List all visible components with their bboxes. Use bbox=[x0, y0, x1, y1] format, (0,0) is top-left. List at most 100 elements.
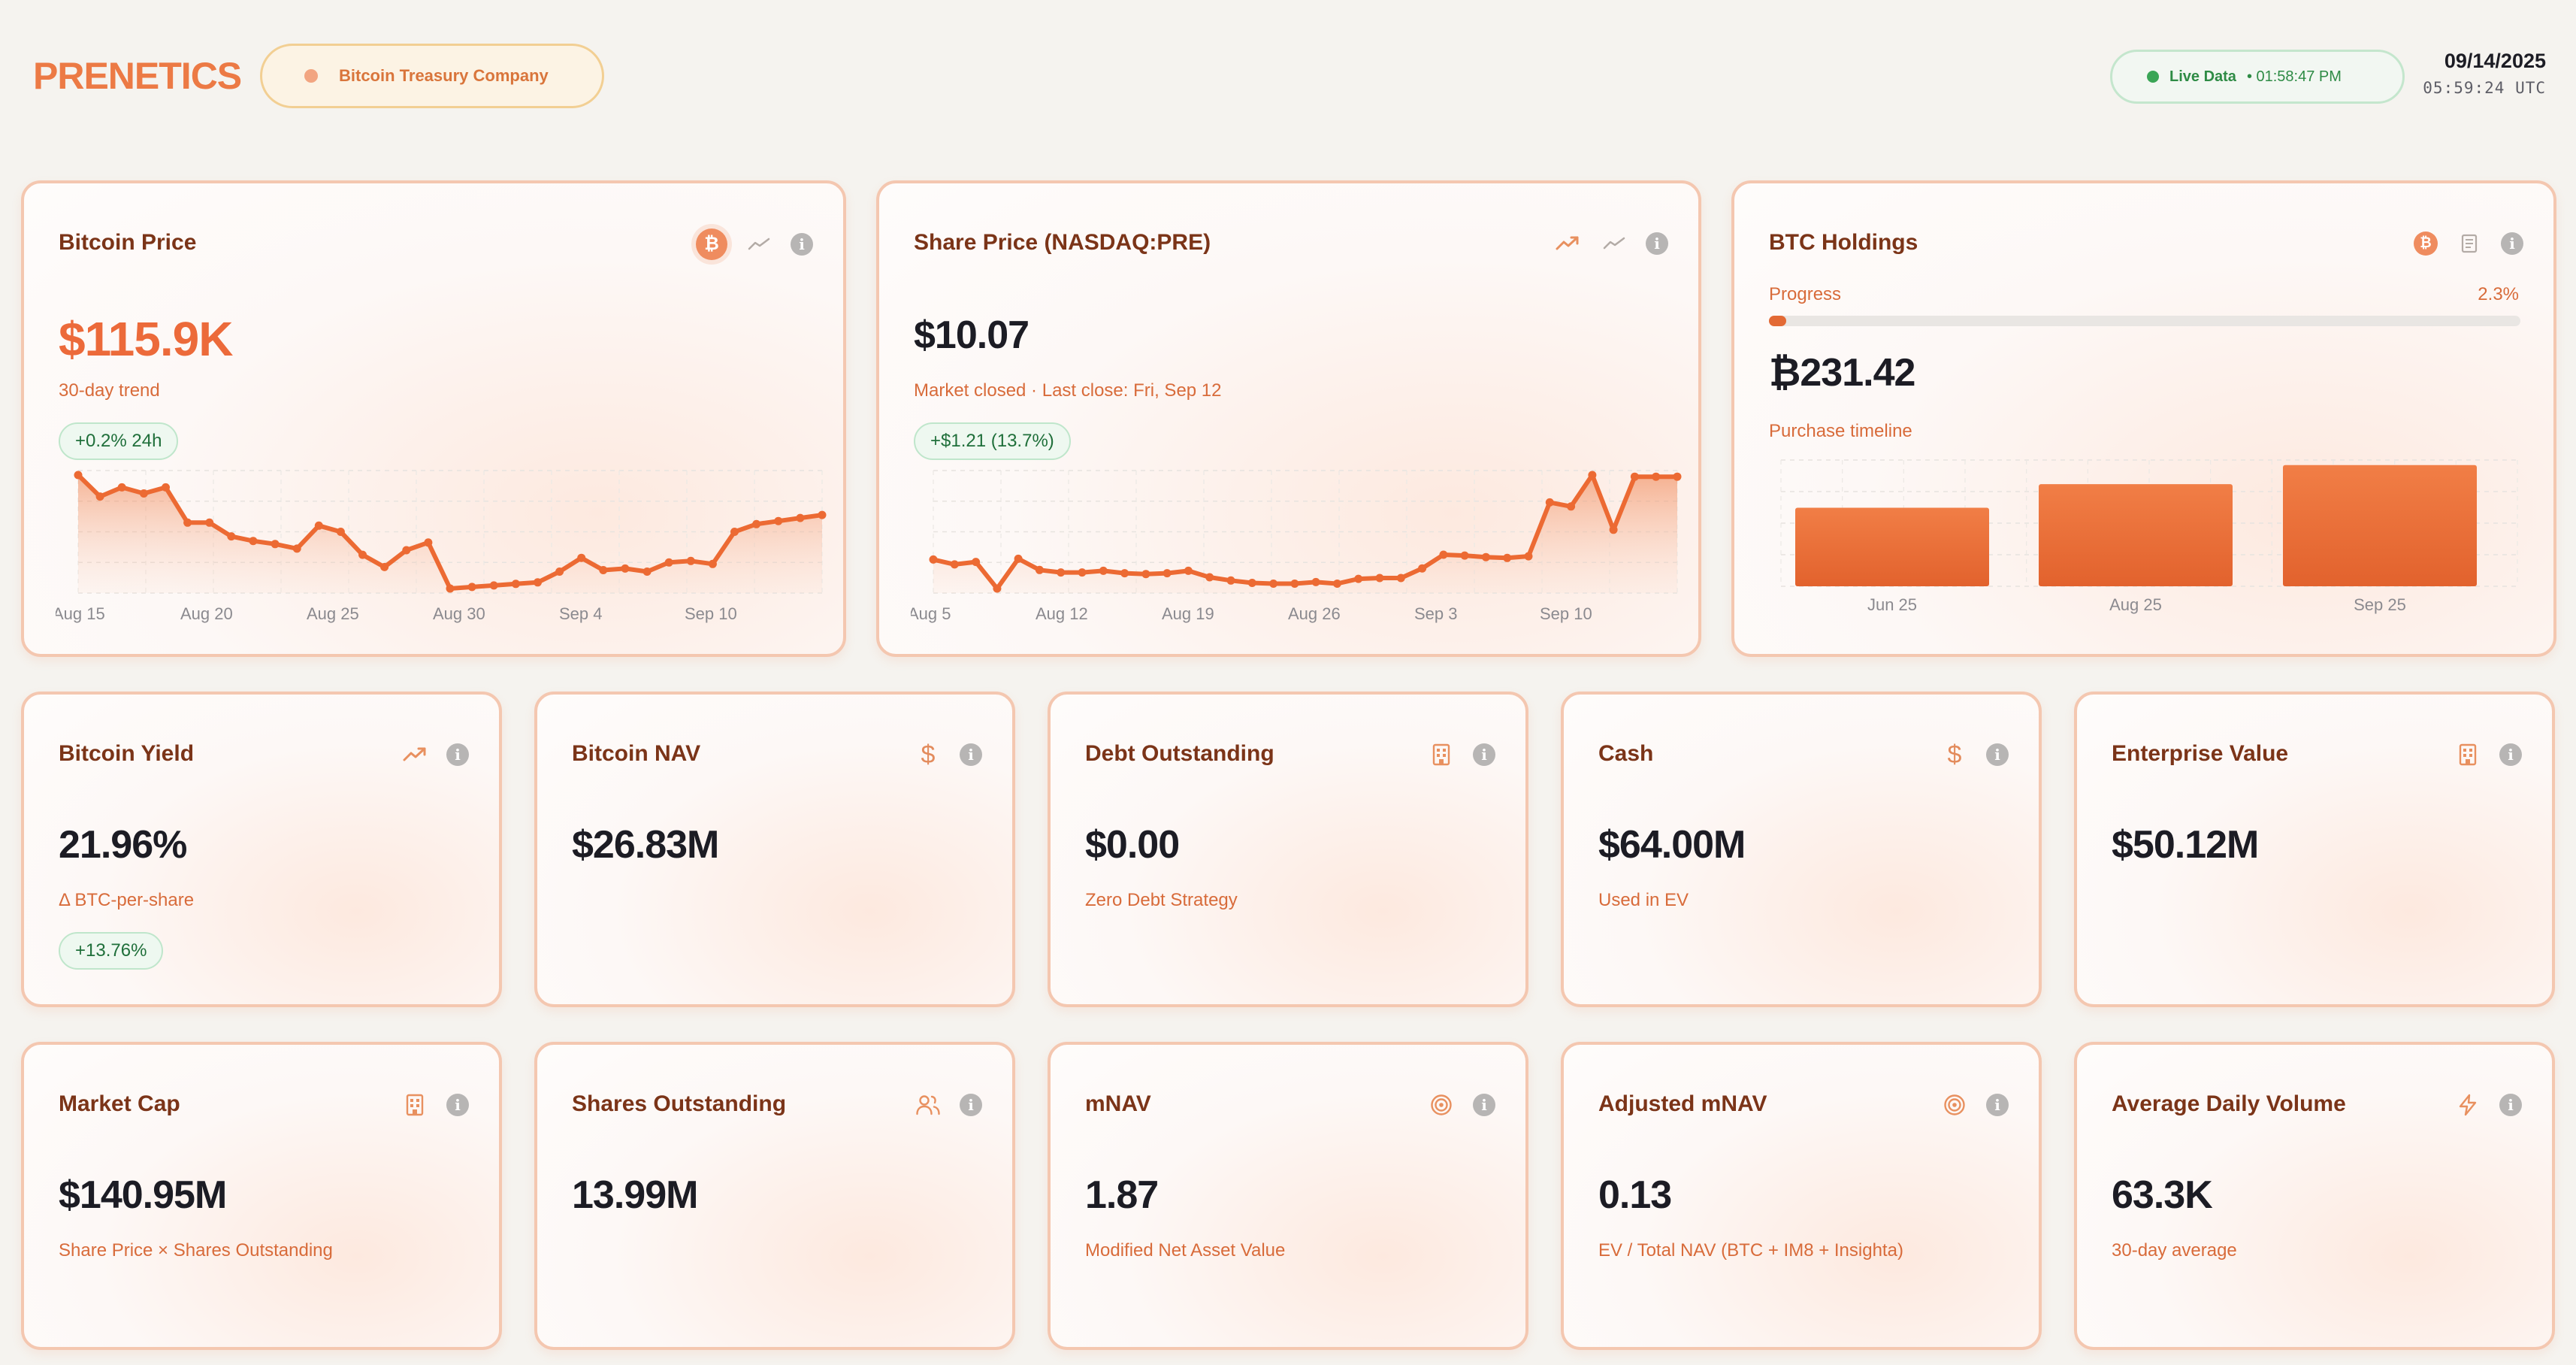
progress-label: Progress bbox=[1769, 284, 1842, 304]
status-dot-icon bbox=[304, 69, 318, 83]
data-point bbox=[708, 559, 717, 568]
info-icon[interactable]: i bbox=[960, 1094, 982, 1116]
data-point bbox=[183, 518, 192, 527]
info-icon[interactable]: i bbox=[2501, 232, 2523, 255]
info-icon[interactable]: i bbox=[960, 743, 982, 766]
datetime-display: 09/14/2025 05:59:24 UTC bbox=[2423, 50, 2546, 97]
data-point bbox=[1652, 472, 1661, 481]
bar bbox=[2039, 484, 2233, 586]
card-value: $115.9K bbox=[59, 312, 233, 366]
mnav-card[interactable]: mNAV i 1.87 Modified Net Asset Value bbox=[1048, 1042, 1528, 1350]
data-point bbox=[577, 553, 586, 562]
trending-up-icon bbox=[400, 740, 430, 770]
card-title: Adjusted mNAV bbox=[1598, 1091, 1767, 1116]
progress-bar bbox=[1769, 316, 2520, 326]
trend-line-icon[interactable] bbox=[1599, 229, 1629, 259]
info-icon[interactable]: i bbox=[1473, 743, 1495, 766]
current-time-utc: 05:59:24 UTC bbox=[2423, 79, 2546, 97]
data-point bbox=[1120, 569, 1129, 578]
average-daily-volume-card[interactable]: Average Daily Volume i 63.3K 30-day aver… bbox=[2074, 1042, 2555, 1350]
progress-fill bbox=[1769, 316, 1786, 326]
data-point bbox=[555, 567, 564, 576]
x-tick-label: Sep 10 bbox=[1540, 604, 1592, 623]
info-icon[interactable]: i bbox=[446, 1094, 469, 1116]
purchase-timeline-chart[interactable]: Jun 25 Aug 25 Sep 25 bbox=[1766, 454, 2532, 628]
info-icon[interactable]: i bbox=[446, 743, 469, 766]
info-icon[interactable]: i bbox=[1986, 1094, 2009, 1116]
card-subtitle: Modified Net Asset Value bbox=[1085, 1240, 1286, 1261]
data-point bbox=[621, 564, 630, 573]
bitcoin-price-chart[interactable]: Aug 15 Aug 20 Aug 25 Aug 30 Sep 4 Sep 10 bbox=[56, 462, 830, 628]
data-point bbox=[314, 521, 323, 530]
lightning-icon bbox=[2453, 1090, 2483, 1120]
share-price-chart[interactable]: Aug 5 Aug 12 Aug 19 Aug 26 Sep 3 Sep 10 bbox=[911, 462, 1685, 628]
target-icon bbox=[1426, 1090, 1456, 1120]
data-point bbox=[534, 578, 542, 587]
debt-outstanding-card[interactable]: Debt Outstanding i $0.00 Zero Debt Strat… bbox=[1048, 692, 1528, 1007]
bitcoin-nav-card[interactable]: Bitcoin NAV $ i $26.83M bbox=[534, 692, 1015, 1007]
market-cap-card[interactable]: Market Cap i $140.95M Share Price × Shar… bbox=[21, 1042, 502, 1350]
building-icon bbox=[2453, 740, 2483, 770]
data-point bbox=[796, 513, 805, 522]
card-value: $26.83M bbox=[572, 823, 719, 867]
card-title: Market Cap bbox=[59, 1091, 180, 1116]
live-dot-icon bbox=[2147, 71, 2159, 83]
card-value: $50.12M bbox=[2112, 823, 2259, 867]
cash-card[interactable]: Cash $ i $64.00M Used in EV bbox=[1561, 692, 2042, 1007]
building-icon bbox=[400, 1090, 430, 1120]
change-badge: +$1.21 (13.7%) bbox=[914, 422, 1071, 460]
data-point bbox=[1460, 551, 1469, 560]
bitcoin-icon: ₿ bbox=[696, 229, 727, 260]
live-data-time: • 01:58:47 PM bbox=[2246, 68, 2342, 85]
card-subtitle: Δ BTC-per-share bbox=[59, 890, 195, 910]
info-icon[interactable]: i bbox=[2499, 1094, 2522, 1116]
data-point bbox=[74, 471, 83, 480]
data-point bbox=[950, 560, 959, 569]
trend-line-icon[interactable] bbox=[744, 229, 774, 259]
data-point bbox=[1354, 574, 1363, 583]
data-point bbox=[1609, 525, 1618, 534]
info-icon[interactable]: i bbox=[791, 233, 813, 256]
x-tick-label: Aug 19 bbox=[1162, 604, 1214, 623]
data-point bbox=[358, 550, 367, 559]
change-badge: +13.76% bbox=[59, 932, 164, 970]
data-point bbox=[1099, 566, 1108, 575]
bitcoin-yield-card[interactable]: Bitcoin Yield i 21.96% Δ BTC-per-share +… bbox=[21, 692, 502, 1007]
card-title: Shares Outstanding bbox=[572, 1091, 787, 1116]
card-subtitle: Purchase timeline bbox=[1769, 421, 1912, 441]
card-value: 21.96% bbox=[59, 823, 187, 867]
brand-logo[interactable]: PRENETICS bbox=[33, 55, 242, 97]
data-point bbox=[1141, 570, 1150, 579]
adjusted-mnav-card[interactable]: Adjusted mNAV i 0.13 EV / Total NAV (BTC… bbox=[1561, 1042, 2042, 1350]
info-icon[interactable]: i bbox=[1986, 743, 2009, 766]
document-icon[interactable] bbox=[2454, 229, 2484, 259]
share-price-card[interactable]: Share Price (NASDAQ:PRE) i $10.07 Market… bbox=[876, 180, 1701, 657]
data-point bbox=[511, 580, 520, 589]
card-title: Enterprise Value bbox=[2112, 741, 2289, 766]
current-date: 09/14/2025 bbox=[2444, 50, 2546, 72]
card-value: $140.95M bbox=[59, 1173, 227, 1217]
data-point bbox=[336, 528, 345, 536]
data-point bbox=[752, 519, 761, 528]
shares-outstanding-card[interactable]: Shares Outstanding i 13.99M bbox=[534, 1042, 1015, 1350]
bitcoin-price-card[interactable]: Bitcoin Price ₿ i $115.9K 30-day trend +… bbox=[21, 180, 846, 657]
info-icon[interactable]: i bbox=[1646, 232, 1668, 255]
card-title: Bitcoin Yield bbox=[59, 741, 195, 766]
data-point bbox=[993, 584, 1002, 593]
change-badge: +0.2% 24h bbox=[59, 422, 179, 460]
enterprise-value-card[interactable]: Enterprise Value i $50.12M bbox=[2074, 692, 2555, 1007]
x-tick-label: Jun 25 bbox=[1867, 595, 1917, 614]
card-subtitle: 30-day average bbox=[2112, 1240, 2237, 1261]
live-data-label: Live Data bbox=[2169, 68, 2236, 85]
info-icon[interactable]: i bbox=[2499, 743, 2522, 766]
users-icon bbox=[913, 1090, 943, 1120]
info-icon[interactable]: i bbox=[1473, 1094, 1495, 1116]
btc-holdings-card[interactable]: BTC Holdings ₿ i Progress 2.3% ₿231.42 P… bbox=[1731, 180, 2556, 657]
data-point bbox=[1184, 566, 1193, 575]
data-point bbox=[1057, 568, 1066, 577]
data-point bbox=[380, 562, 389, 571]
data-point bbox=[642, 567, 652, 576]
data-point bbox=[1673, 472, 1682, 481]
data-point bbox=[424, 538, 433, 547]
dollar-icon: $ bbox=[1947, 740, 1962, 769]
